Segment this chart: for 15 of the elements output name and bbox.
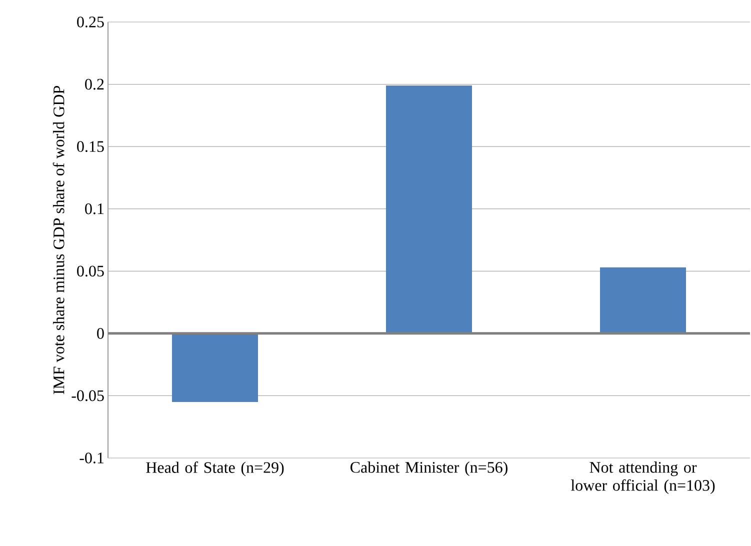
- y-tick-label: 0.2: [85, 78, 104, 90]
- bar: [386, 86, 472, 334]
- bar: [600, 267, 686, 334]
- y-tick-label: 0.05: [77, 266, 104, 277]
- y-tick-label: 0.1: [85, 203, 104, 214]
- y-tick-label: 0.25: [77, 16, 104, 28]
- y-tick-label: -0.1: [80, 452, 104, 464]
- x-tick-label: Cabinet Minister (n=56): [350, 462, 508, 476]
- y-tick-label: -0.05: [72, 390, 104, 402]
- y-axis-title: IMF vote share minus GDP share of world GDP: [52, 86, 64, 394]
- x-tick-label: Head of State (n=29): [146, 462, 284, 476]
- y-tick-label: 0: [97, 328, 104, 339]
- y-tick-label: 0.15: [77, 141, 104, 152]
- bar: [172, 333, 258, 402]
- x-tick-label: Not attending or lower official (n=103): [570, 462, 715, 494]
